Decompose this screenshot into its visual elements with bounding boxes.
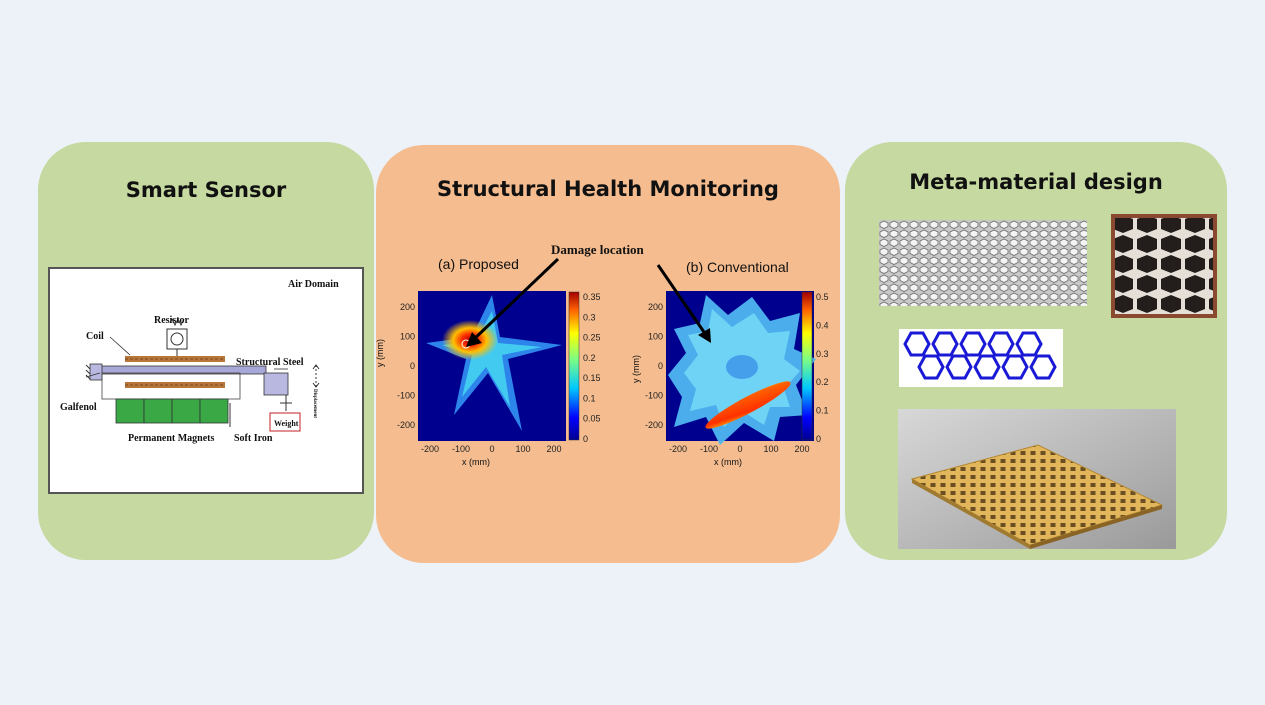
map-b-streak xyxy=(705,381,791,429)
map-b-colorbar xyxy=(801,291,813,441)
colorbar-tick-label: 0 xyxy=(816,434,821,444)
x-tick-label: -200 xyxy=(669,444,687,454)
x-tick-label: 100 xyxy=(763,444,778,454)
y-tick-label: 100 xyxy=(400,332,415,342)
x-tick-label: -100 xyxy=(452,444,470,454)
map-ticks: -200 -100 0 100 200 200 100 0 -100 -200 0.35 0.3 0.2… xyxy=(397,292,829,454)
shm-title: Structural Health Monitoring xyxy=(437,177,779,201)
smart-sensor-title: Smart Sensor xyxy=(125,178,287,202)
colorbar-tick-label: 0.4 xyxy=(816,320,829,330)
colorbar-tick-label: 0 xyxy=(583,434,588,444)
structural-steel-label: Structural Steel xyxy=(236,357,304,368)
colorbar-tick-label: 0.3 xyxy=(816,349,829,359)
y-tick-label: -100 xyxy=(645,391,663,401)
soft-iron-label: Soft Iron xyxy=(234,433,273,444)
y-tick-label: 100 xyxy=(648,332,663,342)
3d-lattice-render xyxy=(898,409,1176,549)
x-tick-label: -100 xyxy=(700,444,718,454)
colorbar-tick-label: 0.35 xyxy=(583,292,601,302)
x-tick-label: 200 xyxy=(794,444,809,454)
colorbar-tick-label: 0.3 xyxy=(583,312,596,322)
y-tick-label: -200 xyxy=(397,420,415,430)
colorbar-tick-label: 0.05 xyxy=(583,414,601,424)
x-tick-label: 200 xyxy=(546,444,561,454)
x-tick-label: -200 xyxy=(421,444,439,454)
map-b-xlabel: x (mm) xyxy=(714,457,742,467)
y-tick-label: 200 xyxy=(648,302,663,312)
map-b xyxy=(666,291,816,445)
colorbar-tick-label: 0.1 xyxy=(816,406,829,416)
x-tick-label: 100 xyxy=(515,444,530,454)
map-b-ylabel: y (mm) xyxy=(631,355,641,383)
damage-arrows xyxy=(466,257,711,347)
galfenol-label: Galfenol xyxy=(60,402,97,413)
y-tick-label: -200 xyxy=(645,420,663,430)
x-tick-label: 0 xyxy=(489,444,494,454)
blue-hexagon-lattice xyxy=(899,329,1063,387)
colorbar-tick-label: 0.15 xyxy=(583,373,601,383)
colorbar-tick-label: 0.5 xyxy=(816,292,829,302)
map-a-colorbar xyxy=(568,291,580,441)
y-tick-label: 200 xyxy=(400,302,415,312)
shm-panel: Structural Health Monitoring Damage loca… xyxy=(375,145,840,563)
weight-label: Weight xyxy=(274,419,299,428)
colorbar-tick-label: 0.1 xyxy=(583,393,596,403)
map-a xyxy=(418,291,580,441)
y-tick-label: 0 xyxy=(658,361,663,371)
map-a-ylabel: y (mm) xyxy=(375,339,385,367)
air-domain-label: Air Domain xyxy=(288,279,339,290)
colorbar-tick-label: 0.25 xyxy=(583,333,601,343)
map-a-caption: (a) Proposed xyxy=(438,256,519,272)
coil-label: Coil xyxy=(86,331,104,342)
y-tick-label: -100 xyxy=(397,391,415,401)
displacement-label: Displacement xyxy=(312,389,317,418)
y-tick-label: 0 xyxy=(410,361,415,371)
x-tick-label: 0 xyxy=(737,444,742,454)
colorbar-tick-label: 0.2 xyxy=(583,353,596,363)
shm-maps: -200 -100 0 100 200 200 100 0 -100 -200 0.35 0.3 0.2… xyxy=(397,257,829,454)
honeycomb-photo xyxy=(1111,214,1217,318)
colorbar-tick-label: 0.2 xyxy=(816,377,829,387)
damage-location-label: Damage location xyxy=(551,242,644,257)
permanent-magnets-label: Permanent Magnets xyxy=(128,433,215,444)
resistor-label: Resistor xyxy=(154,315,189,326)
map-a-xlabel: x (mm) xyxy=(462,457,490,467)
perforated-sheet-image xyxy=(879,220,1087,306)
meta-material-panel: Meta-material design xyxy=(845,142,1227,560)
smart-sensor-panel: Smart Sensor xyxy=(38,142,374,560)
map-b-caption: (b) Conventional xyxy=(686,259,789,275)
meta-material-title: Meta-material design xyxy=(909,170,1163,194)
sensor-schematic-drawing xyxy=(85,317,320,432)
sensor-schematic: Air Domain Resistor Coil Structural Stee… xyxy=(48,267,364,494)
